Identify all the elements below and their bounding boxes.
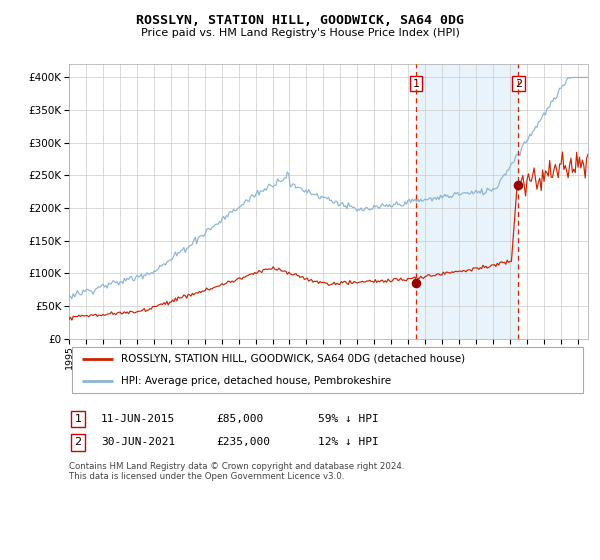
Point	[411, 279, 421, 288]
Text: 11-JUN-2015: 11-JUN-2015	[101, 414, 175, 424]
Point	[514, 181, 523, 190]
Text: 2: 2	[74, 437, 82, 447]
Text: 1: 1	[74, 414, 82, 424]
Text: 1: 1	[412, 78, 419, 88]
Text: 12% ↓ HPI: 12% ↓ HPI	[318, 437, 379, 447]
Text: 59% ↓ HPI: 59% ↓ HPI	[318, 414, 379, 424]
Text: HPI: Average price, detached house, Pembrokeshire: HPI: Average price, detached house, Pemb…	[121, 376, 391, 386]
Text: Price paid vs. HM Land Registry's House Price Index (HPI): Price paid vs. HM Land Registry's House …	[140, 28, 460, 38]
Text: Contains HM Land Registry data © Crown copyright and database right 2024.
This d: Contains HM Land Registry data © Crown c…	[69, 462, 404, 482]
Text: ROSSLYN, STATION HILL, GOODWICK, SA64 0DG (detached house): ROSSLYN, STATION HILL, GOODWICK, SA64 0D…	[121, 354, 465, 364]
Text: £235,000: £235,000	[216, 437, 270, 447]
Text: £85,000: £85,000	[216, 414, 263, 424]
FancyBboxPatch shape	[71, 348, 583, 393]
Text: 2: 2	[515, 78, 522, 88]
Text: ROSSLYN, STATION HILL, GOODWICK, SA64 0DG: ROSSLYN, STATION HILL, GOODWICK, SA64 0D…	[136, 14, 464, 27]
Bar	[416, 64, 518, 339]
Text: 30-JUN-2021: 30-JUN-2021	[101, 437, 175, 447]
